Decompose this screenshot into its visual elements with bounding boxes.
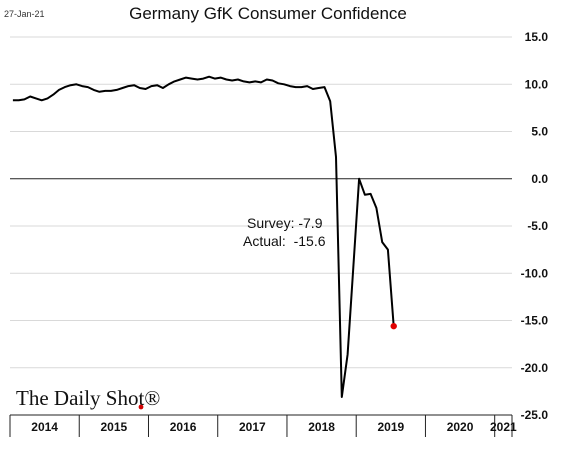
annotation-actual: Actual: -15.6 bbox=[243, 233, 326, 249]
y-tick-label: -10.0 bbox=[521, 266, 549, 280]
y-tick-label: 0.0 bbox=[531, 172, 548, 186]
x-tick-label: 2019 bbox=[377, 420, 404, 434]
y-tick-label: 5.0 bbox=[531, 125, 548, 139]
x-tick-label: 2015 bbox=[101, 420, 128, 434]
x-tick-label: 2016 bbox=[170, 420, 197, 434]
annotation-survey: Survey: -7.9 bbox=[247, 215, 323, 231]
gridlines bbox=[10, 36, 512, 369]
x-axis: 2014 2015 2016 2017 2018 2019 2020 2021 bbox=[9, 414, 517, 437]
y-tick-label: 15.0 bbox=[525, 30, 549, 44]
x-tick-label: 2014 bbox=[31, 420, 58, 434]
series-line bbox=[12, 75, 395, 398]
x-tick-label: 2017 bbox=[239, 420, 266, 434]
y-tick-label: -20.0 bbox=[521, 361, 549, 375]
chart-title: Germany GfK Consumer Confidence bbox=[129, 4, 407, 23]
y-tick-label: -25.0 bbox=[521, 408, 549, 422]
series-layer bbox=[12, 75, 397, 398]
x-tick-label: 2021 bbox=[490, 420, 517, 434]
x-tick-label: 2020 bbox=[447, 420, 474, 434]
date-stamp: 27-Jan-21 bbox=[4, 9, 45, 19]
y-tick-label: -5.0 bbox=[527, 219, 548, 233]
y-axis-tick-labels: 15.0 10.0 5.0 0.0 -5.0 -10.0 -15.0 -20.0 -25.0 bbox=[521, 30, 549, 422]
y-tick-label: 10.0 bbox=[525, 77, 549, 91]
brand-logo-dot bbox=[138, 404, 144, 410]
last-data-point bbox=[390, 322, 397, 330]
brand-logo: The Daily Shot® bbox=[16, 386, 160, 410]
y-tick-label: -15.0 bbox=[521, 314, 549, 328]
x-tick-label: 2018 bbox=[308, 420, 335, 434]
